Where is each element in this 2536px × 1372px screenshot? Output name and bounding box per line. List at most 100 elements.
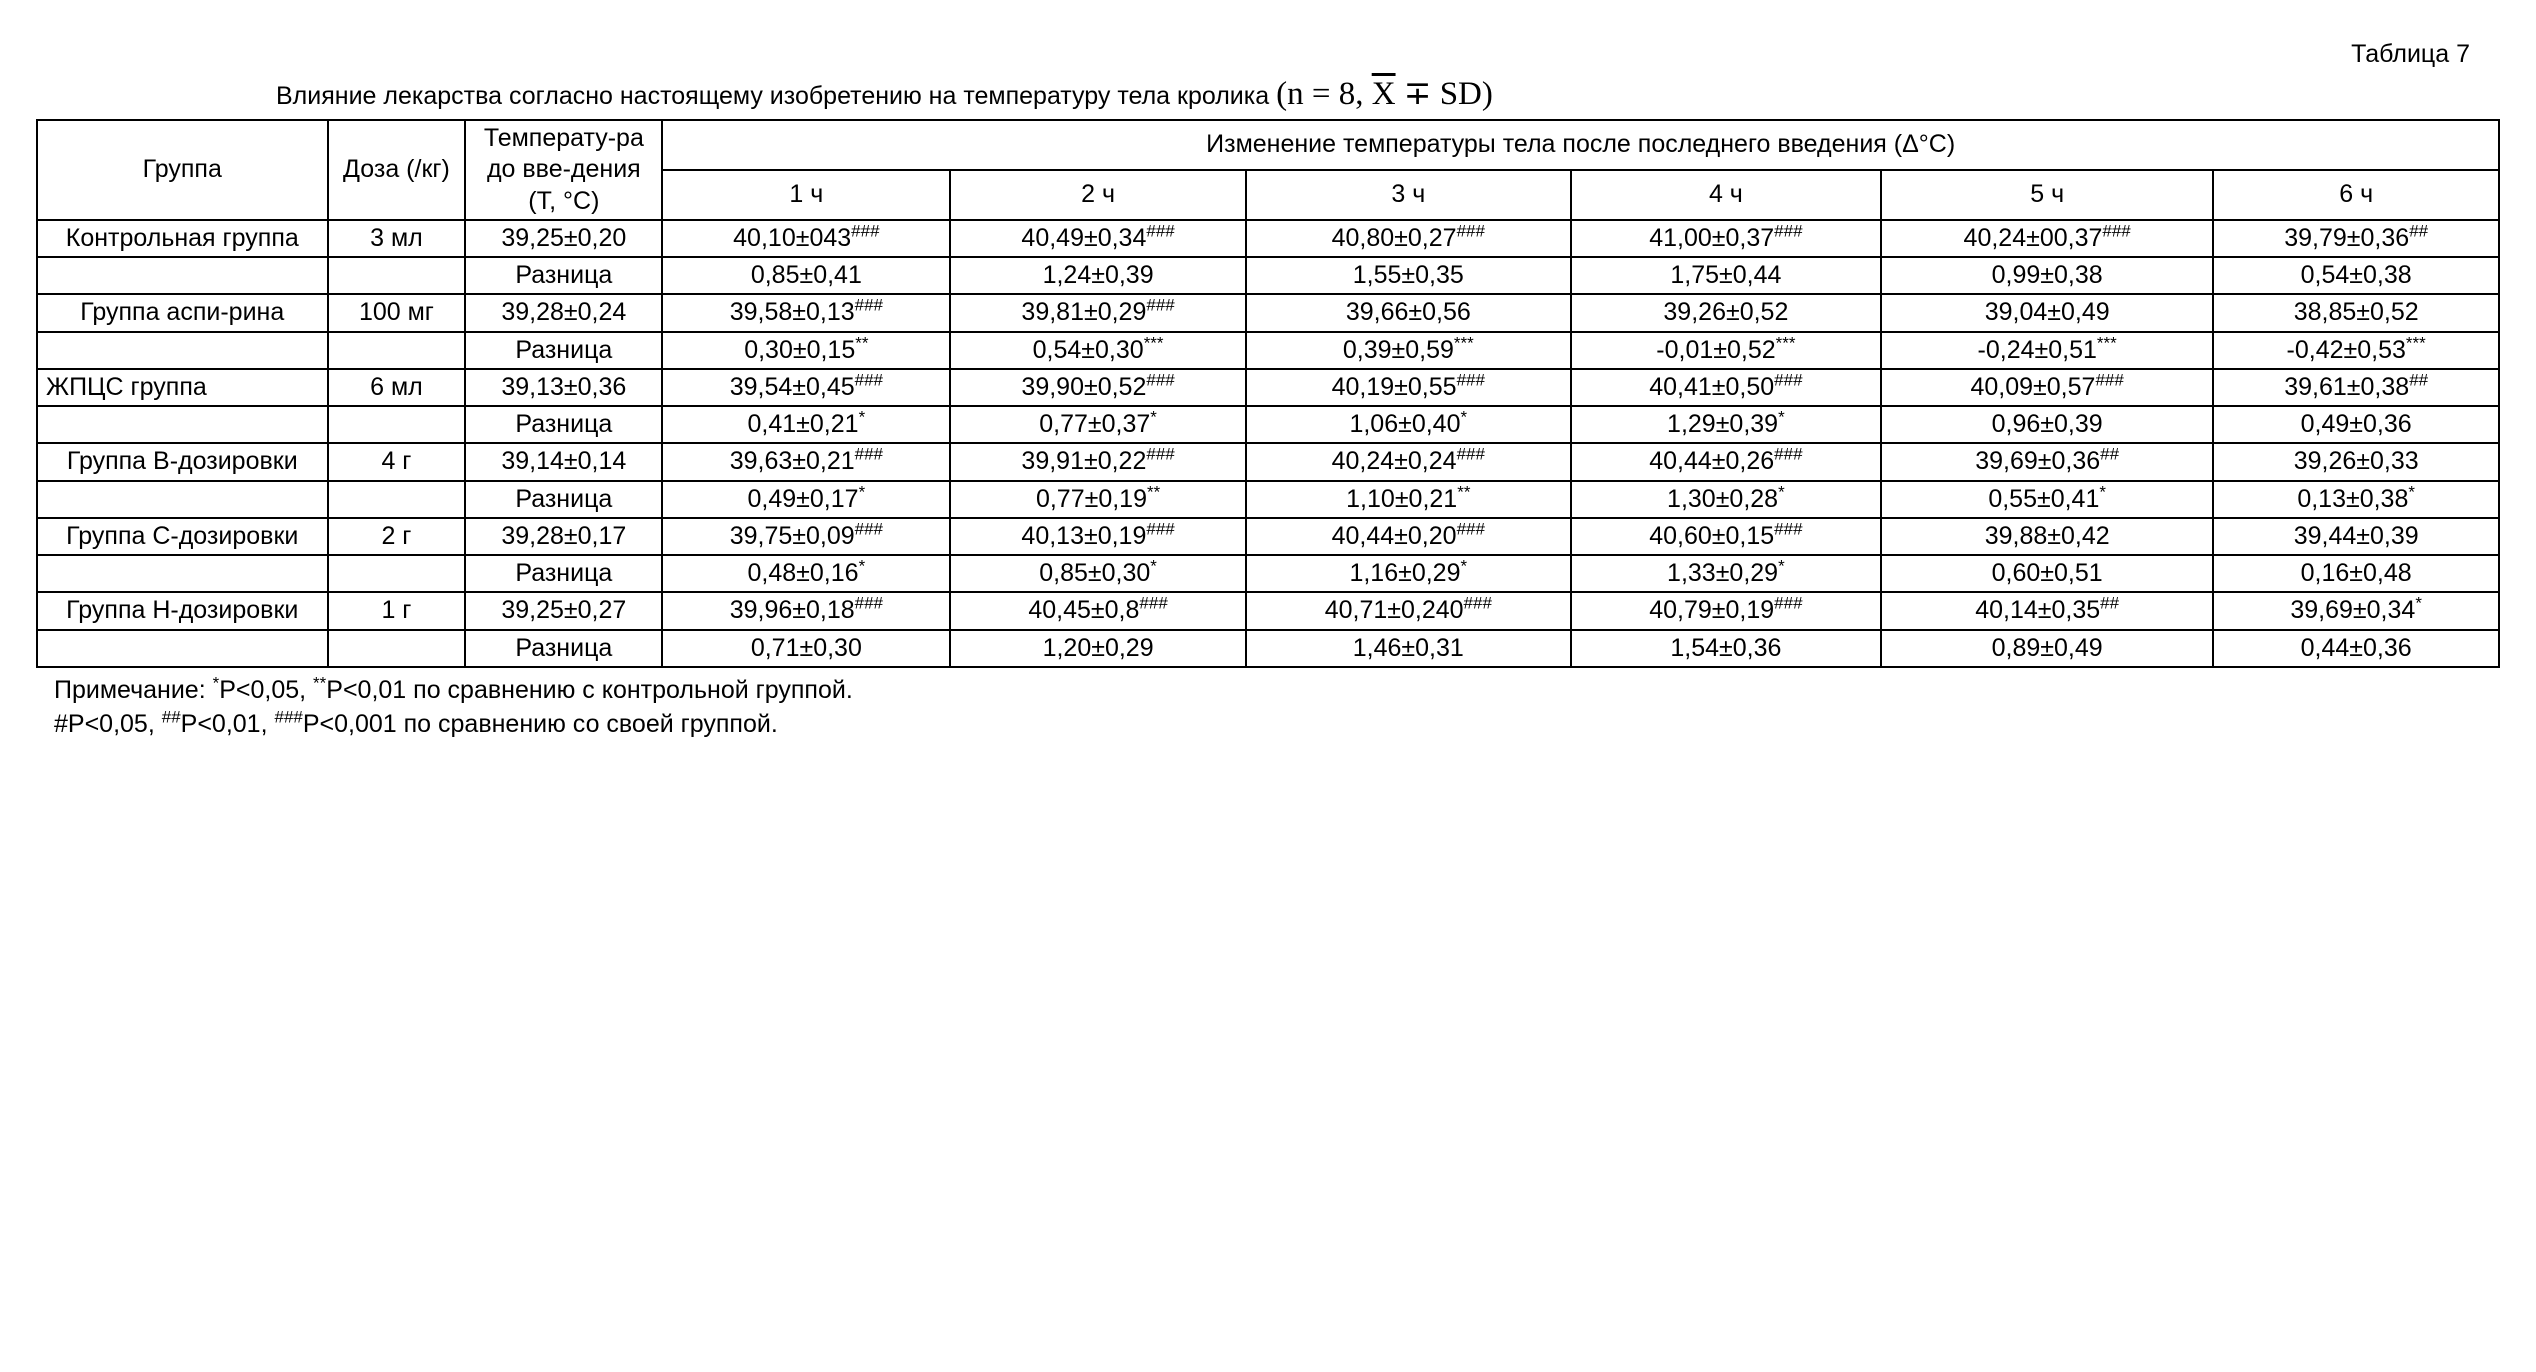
table-cell: 40,09±0,57### (1881, 369, 2213, 406)
empty-cell (37, 406, 328, 443)
table-cell: -0,01±0,52*** (1571, 332, 1881, 369)
baseline-cell: 39,14±0,14 (465, 443, 662, 480)
table-cell: 1,75±0,44 (1571, 257, 1881, 294)
table-cell: 39,58±0,13### (662, 294, 950, 331)
table-cell: 39,75±0,09### (662, 518, 950, 555)
empty-cell (328, 481, 466, 518)
table-cell: 40,24±0,24### (1246, 443, 1571, 480)
diff-label-cell: Разница (465, 481, 662, 518)
table-cell: 39,61±0,38## (2213, 369, 2499, 406)
table-row: Контрольная группа3 мл39,25±0,2040,10±04… (37, 220, 2499, 257)
col-header-5h: 5 ч (1881, 170, 2213, 220)
table-cell: 40,19±0,55### (1246, 369, 1571, 406)
table-cell: 0,48±0,16* (662, 555, 950, 592)
table-cell: 39,90±0,52### (950, 369, 1245, 406)
table-cell: 0,41±0,21* (662, 406, 950, 443)
table-cell: 40,71±0,240### (1246, 592, 1571, 629)
table-cell: 39,44±0,39 (2213, 518, 2499, 555)
table-footnote: Примечание: *P<0,05, **P<0,01 по сравнен… (36, 674, 2500, 742)
dose-cell: 100 мг (328, 294, 466, 331)
empty-cell (328, 555, 466, 592)
table-cell: 1,33±0,29* (1571, 555, 1881, 592)
col-header-temp: Температу-ра до вве-дения (Т, °С) (465, 120, 662, 220)
group-name-cell: Группа Н-дозировки (37, 592, 328, 629)
table-cell: 39,69±0,36## (1881, 443, 2213, 480)
table-cell: 39,96±0,18### (662, 592, 950, 629)
table-cell: -0,42±0,53*** (2213, 332, 2499, 369)
table-cell: 0,44±0,36 (2213, 630, 2499, 667)
table-cell: 0,49±0,17* (662, 481, 950, 518)
table-cell: 40,80±0,27### (1246, 220, 1571, 257)
footnote-text: P<0,01 по сравнению с контрольной группо… (326, 676, 852, 704)
table-body: Контрольная группа3 мл39,25±0,2040,10±04… (37, 220, 2499, 667)
table-cell: 40,13±0,19### (950, 518, 1245, 555)
table-cell: 1,46±0,31 (1246, 630, 1571, 667)
table-cell: 40,49±0,34### (950, 220, 1245, 257)
footnote-sup: ## (162, 707, 181, 726)
table-cell: 40,41±0,50### (1571, 369, 1881, 406)
formula-part: ) (1482, 76, 1493, 112)
table-row: Группа С-дозировки2 г39,28±0,1739,75±0,0… (37, 518, 2499, 555)
empty-cell (37, 481, 328, 518)
table-cell: 0,85±0,30* (950, 555, 1245, 592)
col-header-dose: Доза (/кг) (328, 120, 466, 220)
data-table: Группа Доза (/кг) Температу-ра до вве-де… (36, 119, 2500, 668)
formula-part: ∓ SD (1396, 76, 1482, 112)
table-cell: 0,55±0,41* (1881, 481, 2213, 518)
caption-formula: (n = 8, X ∓ SD) (1276, 76, 1493, 112)
footnote-line-1: Примечание: *P<0,05, **P<0,01 по сравнен… (54, 674, 2500, 708)
table-cell: 39,63±0,21### (662, 443, 950, 480)
baseline-cell: 39,28±0,17 (465, 518, 662, 555)
table-cell: 39,04±0,49 (1881, 294, 2213, 331)
table-cell: 39,54±0,45### (662, 369, 950, 406)
table-cell: 40,44±0,26### (1571, 443, 1881, 480)
baseline-cell: 39,28±0,24 (465, 294, 662, 331)
table-cell: 0,96±0,39 (1881, 406, 2213, 443)
empty-cell (328, 332, 466, 369)
table-cell: 41,00±0,37### (1571, 220, 1881, 257)
empty-cell (328, 257, 466, 294)
table-cell: 39,79±0,36## (2213, 220, 2499, 257)
table-number: Таблица 7 (36, 40, 2500, 69)
dose-cell: 4 г (328, 443, 466, 480)
table-row: ЖПЦС группа6 мл39,13±0,3639,54±0,45###39… (37, 369, 2499, 406)
table-cell: 40,24±00,37### (1881, 220, 2213, 257)
footnote-text: #P<0,05, (54, 710, 162, 738)
table-cell: 0,77±0,19** (950, 481, 1245, 518)
diff-label-cell: Разница (465, 630, 662, 667)
caption-text: Влияние лекарства согласно настоящему из… (276, 82, 1276, 110)
formula-xbar: X (1372, 76, 1396, 112)
footnote-sup: ### (274, 707, 302, 726)
table-row: Группа Н-дозировки1 г39,25±0,2739,96±0,1… (37, 592, 2499, 629)
footnote-text: Примечание: (54, 676, 213, 704)
dose-cell: 1 г (328, 592, 466, 629)
group-name-cell: Группа С-дозировки (37, 518, 328, 555)
table-cell: 0,13±0,38* (2213, 481, 2499, 518)
table-row: Разница0,71±0,301,20±0,291,46±0,311,54±0… (37, 630, 2499, 667)
table-cell: 39,26±0,52 (1571, 294, 1881, 331)
table-cell: -0,24±0,51*** (1881, 332, 2213, 369)
table-cell: 1,10±0,21** (1246, 481, 1571, 518)
table-cell: 1,06±0,40* (1246, 406, 1571, 443)
table-cell: 40,45±0,8### (950, 592, 1245, 629)
diff-label-cell: Разница (465, 257, 662, 294)
table-cell: 39,66±0,56 (1246, 294, 1571, 331)
table-row: Разница0,48±0,16*0,85±0,30*1,16±0,29*1,3… (37, 555, 2499, 592)
empty-cell (328, 630, 466, 667)
table-caption: Влияние лекарства согласно настоящему из… (36, 73, 2500, 113)
empty-cell (37, 332, 328, 369)
table-row: Группа аспи-рина100 мг39,28±0,2439,58±0,… (37, 294, 2499, 331)
col-header-group: Группа (37, 120, 328, 220)
empty-cell (37, 257, 328, 294)
table-cell: 40,60±0,15### (1571, 518, 1881, 555)
baseline-cell: 39,25±0,20 (465, 220, 662, 257)
group-name-cell: Группа аспи-рина (37, 294, 328, 331)
table-cell: 39,91±0,22### (950, 443, 1245, 480)
col-header-change: Изменение температуры тела после последн… (662, 120, 2499, 170)
group-name-cell: Группа В-дозировки (37, 443, 328, 480)
header-row-1: Группа Доза (/кг) Температу-ра до вве-де… (37, 120, 2499, 170)
table-cell: 1,55±0,35 (1246, 257, 1571, 294)
col-header-2h: 2 ч (950, 170, 1245, 220)
table-cell: 1,30±0,28* (1571, 481, 1881, 518)
table-cell: 1,29±0,39* (1571, 406, 1881, 443)
